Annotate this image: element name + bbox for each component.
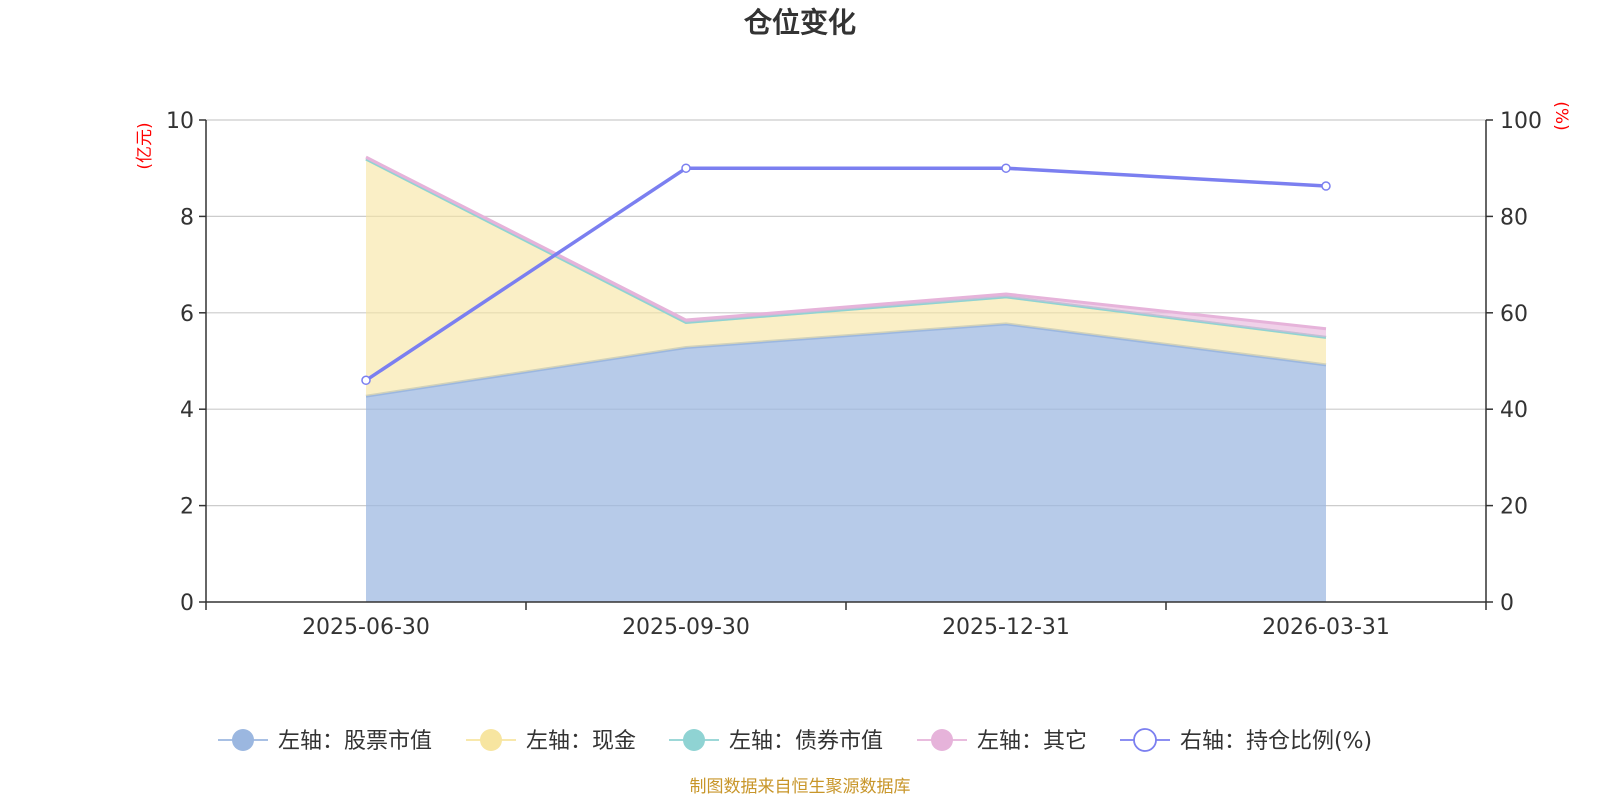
legend-marker-symbol [480, 729, 502, 751]
area-edge-line [365, 155, 1327, 331]
ratio-point [1001, 163, 1011, 173]
left-axis-tick-label: 10 [166, 109, 194, 134]
right-axis-tick-label: 60 [1500, 302, 1528, 327]
area-series [365, 155, 1327, 602]
ratio-line-series [361, 163, 1331, 386]
x-axis-tick-label: 2025-06-30 [302, 615, 430, 640]
ratio-point [681, 163, 691, 173]
left-axis-tick-label: 0 [180, 591, 194, 616]
legend-marker-symbol [683, 729, 705, 751]
area-fill [366, 159, 1326, 397]
x-axis-tick-label: 2025-12-31 [942, 615, 1070, 640]
chart-title: 仓位变化 [744, 6, 856, 39]
right-axis-tick-label: 20 [1500, 495, 1528, 520]
legend: 左轴：股票市值 左轴：现金 左轴：债券市值 左轴：其它 右轴：持仓比例(%) [218, 728, 1372, 754]
left-axis-tick-label: 8 [180, 205, 194, 230]
legend-marker-symbol [931, 729, 953, 751]
left-axis-tick-label: 4 [180, 398, 194, 423]
area-fill [366, 323, 1326, 602]
left-axis-tick-label: 2 [180, 495, 194, 520]
source-note: 制图数据来自恒生聚源数据库 [690, 777, 911, 797]
right-axis-tick-label: 40 [1500, 398, 1528, 423]
legend-label: 左轴：其它 [977, 729, 1087, 754]
right-axis-unit-label: (%) [1551, 101, 1571, 130]
ratio-point [361, 375, 371, 386]
left-axis-unit-label: (亿元) [135, 122, 155, 169]
legend-label: 左轴：股票市值 [278, 729, 432, 754]
legend-label: 右轴：持仓比例(%) [1180, 729, 1372, 754]
ratio-point [1321, 181, 1331, 191]
x-axis-tick-label: 2025-09-30 [622, 615, 750, 640]
left-axis-tick-label: 6 [180, 302, 194, 327]
legend-marker-symbol [232, 729, 254, 751]
x-axis-tick-label: 2026-03-31 [1262, 615, 1390, 640]
legend-label: 左轴：债券市值 [729, 729, 883, 754]
right-axis-tick-label: 80 [1500, 205, 1528, 230]
legend-label: 左轴：现金 [526, 729, 636, 754]
legend-marker-symbol [1133, 728, 1157, 752]
right-axis-tick-label: 0 [1500, 591, 1514, 616]
ratio-line [365, 166, 1327, 382]
right-axis-tick-label: 100 [1500, 109, 1542, 134]
